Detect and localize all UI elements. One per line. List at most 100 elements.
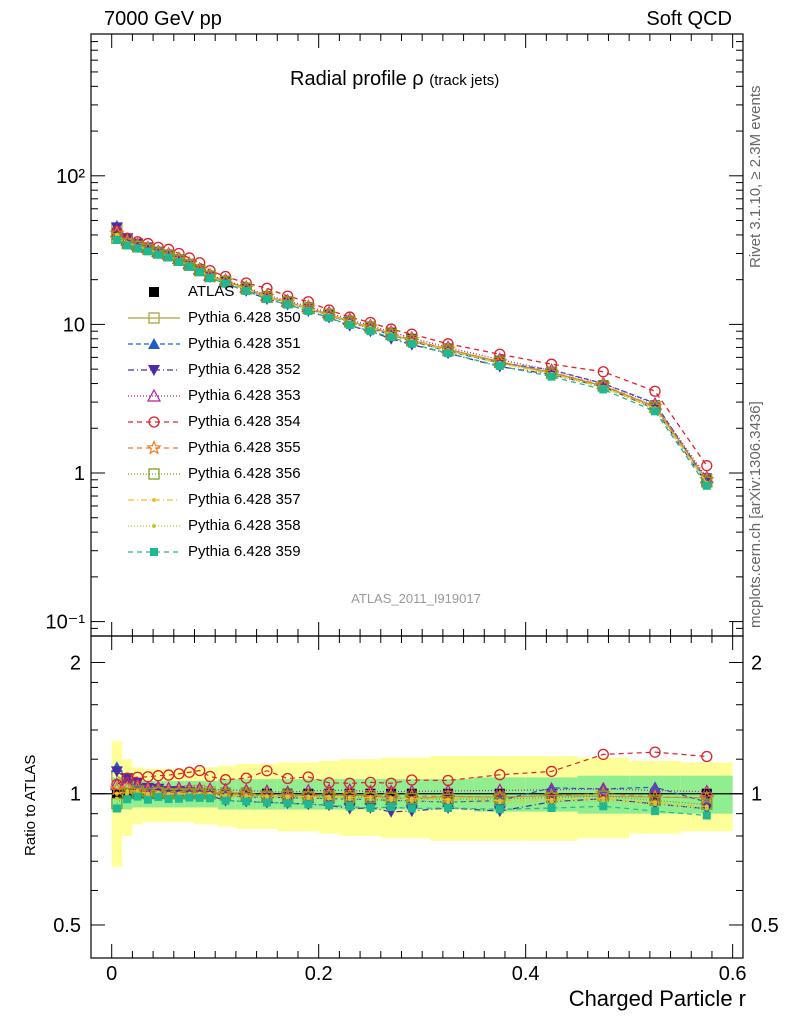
data-point xyxy=(262,295,271,304)
ratio-point xyxy=(114,791,119,796)
data-point xyxy=(702,481,711,490)
data-point xyxy=(133,244,142,253)
ratio-point xyxy=(185,793,194,802)
data-point xyxy=(597,366,609,378)
legend-label: Pythia 6.428 354 xyxy=(188,413,301,430)
ratio-point xyxy=(597,748,609,761)
ratio-point xyxy=(409,798,414,803)
legend-marker xyxy=(152,498,156,502)
ratio-point xyxy=(545,765,558,778)
series-line xyxy=(116,234,708,484)
ratio-point xyxy=(495,805,504,814)
ratio-point xyxy=(446,797,451,802)
legend-label: ATLAS xyxy=(188,283,235,300)
ratio-point xyxy=(407,804,416,813)
ratio-y-tick-label-left: 0.5 xyxy=(53,915,81,937)
data-point xyxy=(195,268,204,277)
data-point xyxy=(304,307,313,316)
analysis-tag: ATLAS_2011_I919017 xyxy=(351,591,481,606)
ratio-point xyxy=(389,798,394,803)
legend-marker xyxy=(148,365,160,376)
main-y-tick-label: 10² xyxy=(56,166,85,188)
data-point xyxy=(164,253,173,262)
ratio-y-tick-label-left: 1 xyxy=(70,784,81,806)
x-tick-label: 0.4 xyxy=(512,963,540,985)
data-point xyxy=(494,348,506,360)
ratio-point xyxy=(441,783,456,797)
legend-label: Pythia 6.428 355 xyxy=(188,439,301,456)
ratio-point xyxy=(262,798,271,807)
ratio-point xyxy=(701,750,713,763)
ratio-point xyxy=(154,792,163,801)
legend-marker xyxy=(148,312,160,324)
ratio-point xyxy=(649,746,661,758)
data-point xyxy=(387,333,396,342)
ratio-y-tick-label-right: 0.5 xyxy=(751,915,779,937)
ratio-point xyxy=(492,783,507,797)
ratio-point xyxy=(699,789,715,805)
legend-label: Pythia 6.428 356 xyxy=(188,465,301,482)
legend-label: Pythia 6.428 358 xyxy=(188,517,301,534)
ratio-point xyxy=(281,772,294,785)
data-point xyxy=(701,460,713,472)
data-point xyxy=(366,327,375,336)
ratio-point xyxy=(404,784,419,797)
ratio-point xyxy=(345,802,354,811)
legend-swatch xyxy=(149,287,159,297)
ratio-point xyxy=(699,784,714,798)
ratio-point xyxy=(111,778,123,791)
ratio-point xyxy=(650,788,661,799)
ratio-point xyxy=(285,795,290,800)
category-label: Soft QCD xyxy=(646,8,732,30)
data-point xyxy=(154,250,163,259)
energy-label: 7000 GeV pp xyxy=(104,8,222,30)
ratio-point xyxy=(497,800,502,805)
legend-marker xyxy=(146,388,162,402)
ratio-point xyxy=(387,803,396,812)
legend-marker xyxy=(146,439,162,455)
ratio-point xyxy=(283,799,292,808)
legend-swatch xyxy=(128,365,180,376)
data-point xyxy=(242,286,251,295)
legend-swatch xyxy=(128,416,180,428)
ratio-point xyxy=(114,796,119,801)
data-point xyxy=(261,282,273,294)
ratio-point xyxy=(544,782,559,796)
legend-swatch xyxy=(128,439,180,455)
main-y-tick-label: 10⁻¹ xyxy=(46,612,86,634)
legend-marker xyxy=(152,524,156,528)
x-axis-label: Charged Particle r xyxy=(568,986,746,1011)
data-point xyxy=(325,313,334,322)
legend-swatch xyxy=(128,524,180,528)
data-point xyxy=(221,279,230,288)
ratio-point xyxy=(206,794,215,803)
ratio-line xyxy=(116,782,707,794)
ratio-point xyxy=(547,804,556,813)
ratio-point xyxy=(325,801,334,810)
ratio-point xyxy=(302,771,314,783)
legend-label: Pythia 6.428 352 xyxy=(188,361,301,378)
legend-swatch xyxy=(128,312,180,324)
data-point xyxy=(283,300,292,309)
data-point xyxy=(345,321,354,330)
data-point xyxy=(185,262,194,271)
legend-swatch xyxy=(128,548,180,556)
ratio-point xyxy=(174,794,183,803)
plot-title: Radial profile ρ (track jets) xyxy=(290,68,499,91)
ratio-point xyxy=(601,799,606,804)
ratio-point xyxy=(221,796,230,805)
legend-swatch xyxy=(128,338,180,349)
legend-label: Pythia 6.428 357 xyxy=(188,491,301,508)
data-point xyxy=(444,349,453,358)
ratio-point xyxy=(240,772,252,784)
ratio-point xyxy=(347,797,352,802)
ratio-point xyxy=(446,800,451,805)
ratio-point xyxy=(123,795,132,804)
ratio-y-tick-label-left: 2 xyxy=(70,652,81,674)
main-y-tick-label: 10 xyxy=(63,314,85,336)
ratio-point xyxy=(164,795,173,804)
ratio-point xyxy=(133,792,142,801)
x-tick-label: 0.2 xyxy=(305,963,333,985)
data-point xyxy=(547,372,556,381)
ratio-point xyxy=(701,788,712,799)
